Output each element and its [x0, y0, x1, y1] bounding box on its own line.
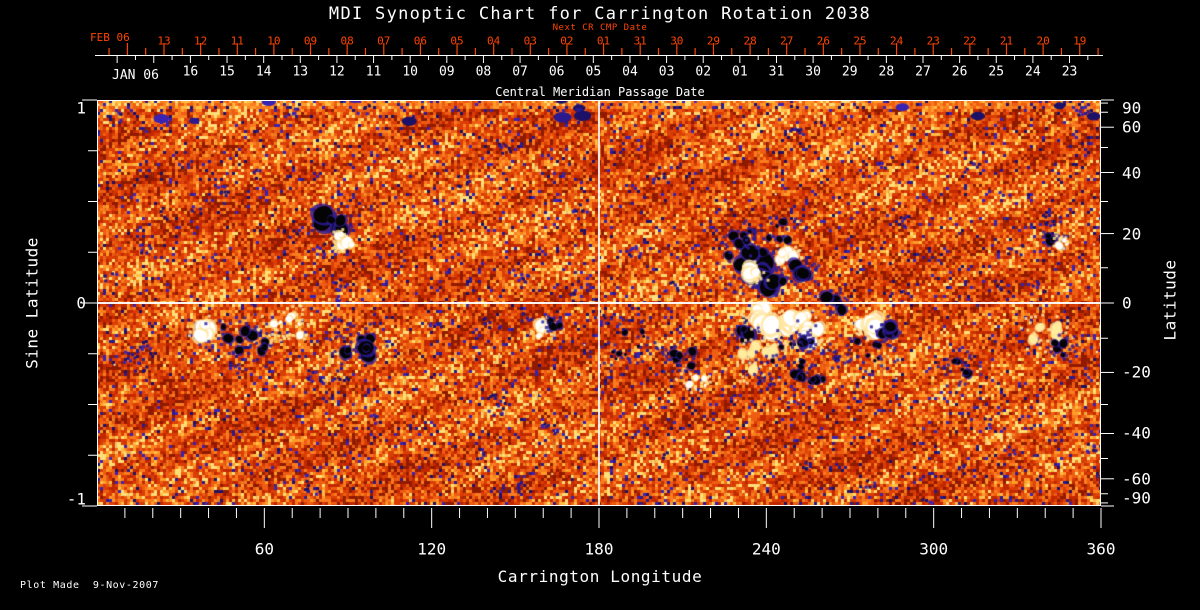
cmp-date-label: 30 [805, 64, 821, 80]
cmp-date-label: 11 [365, 64, 382, 80]
next-cr-date-label: 24 [889, 34, 904, 48]
next-cr-date-label: 28 [743, 34, 757, 48]
next-cr-date-label: 11 [230, 34, 244, 48]
next-cr-cmp-date-caption: Next CR CMP Date [552, 23, 648, 33]
next-cr-date-label: 26 [816, 34, 830, 48]
next-cr-date-label: 04 [487, 34, 501, 48]
next-cr-date-label: 23 [926, 34, 940, 48]
cmp-date-label: 13 [292, 64, 309, 80]
cmp-date-label: 25 [988, 64, 1005, 80]
next-cr-date-label: 05 [450, 34, 464, 48]
next-cr-date-label: 03 [523, 34, 537, 48]
latitude-axis-title: Latitude [1160, 259, 1180, 341]
bottom-axis-ticks [124, 508, 1102, 528]
cmp-date-label: 12 [329, 64, 345, 80]
next-cr-month-label: FEB 06 [90, 31, 130, 44]
cmp-date-label: 03 [658, 64, 675, 80]
central-meridian-passage-caption: Central Meridian Passage Date [495, 85, 705, 99]
longitude-tick-label: 120 [417, 539, 447, 559]
latitude-tick-label: 0 [1122, 293, 1132, 313]
cmp-date-label: 29 [841, 64, 858, 80]
cmp-month-label: JAN 06 [112, 68, 159, 83]
next-cr-date-label: 12 [194, 34, 208, 48]
longitude-tick-label: 180 [584, 539, 614, 559]
cmp-date-label: 31 [768, 64, 785, 80]
longitude-tick-label: 300 [919, 539, 949, 559]
plot-made-label: Plot Made 9-Nov-2007 [20, 580, 160, 591]
right-axis-ticks [1101, 99, 1114, 507]
latitude-tick-label: 60 [1122, 117, 1142, 137]
cmp-date-label: 15 [219, 64, 235, 80]
cmp-date-label: 06 [548, 64, 565, 80]
latitude-tick-label: -60 [1122, 469, 1151, 489]
next-cr-date-label: 09 [303, 34, 318, 48]
top-axis-cmp-ticks [95, 55, 1103, 63]
next-cr-date-label: 20 [1036, 34, 1050, 48]
cmp-date-label: 14 [255, 64, 272, 80]
longitude-tick-label: 240 [751, 539, 781, 559]
next-cr-date-label: 30 [670, 34, 684, 48]
latitude-tick-label: 20 [1122, 224, 1142, 244]
cmp-date-label: 09 [438, 64, 455, 80]
next-cr-date-label: 19 [1073, 34, 1087, 48]
next-cr-date-label: 29 [706, 34, 721, 48]
next-cr-date-label: 02 [560, 34, 574, 48]
meridian-180-reference-line [598, 101, 600, 505]
latitude-tick-label: -20 [1122, 362, 1151, 382]
cmp-date-label: 05 [585, 64, 602, 80]
cmp-date-label: 26 [951, 64, 968, 80]
latitude-tick-label: 40 [1122, 163, 1142, 182]
next-cr-date-label: 10 [267, 34, 281, 48]
sine-latitude-tick-label: 0 [76, 293, 86, 313]
cmp-date-label: 07 [512, 64, 528, 80]
longitude-tick-label: 360 [1086, 539, 1116, 559]
next-cr-date-label: 25 [853, 34, 867, 48]
cmp-date-label: 02 [695, 64, 712, 80]
next-cr-date-label: 31 [633, 34, 647, 48]
next-cr-date-label: 22 [963, 34, 977, 48]
cmp-date-label: 16 [182, 64, 199, 80]
cmp-date-label: 01 [732, 64, 748, 80]
left-axis-ticks [82, 99, 97, 507]
latitude-tick-label: 90 [1122, 98, 1142, 118]
next-cr-date-label: 06 [413, 34, 428, 48]
sine-latitude-tick-label: -1 [66, 489, 86, 509]
latitude-tick-label: -40 [1122, 423, 1151, 443]
sine-latitude-tick-label: 1 [76, 98, 86, 118]
chart-title: MDI Synoptic Chart for Carrington Rotati… [328, 4, 872, 24]
cmp-date-label: 28 [878, 64, 895, 80]
next-cr-date-label: 21 [999, 34, 1014, 48]
cmp-date-label: 23 [1061, 64, 1078, 80]
next-cr-date-label: 01 [596, 34, 611, 48]
cmp-date-label: 27 [915, 64, 931, 80]
longitude-tick-label: 60 [254, 539, 274, 559]
cmp-date-label: 24 [1025, 64, 1041, 80]
top-axis-next-cr-ticks [108, 43, 1099, 55]
sine-latitude-axis-title: Sine Latitude [22, 237, 42, 369]
next-cr-date-label: 13 [157, 34, 171, 48]
cmp-date-label: 04 [622, 64, 638, 80]
carrington-longitude-axis-title: Carrington Longitude [497, 567, 703, 586]
cmp-date-label: 10 [402, 64, 418, 80]
latitude-tick-label: -90 [1122, 488, 1151, 508]
next-cr-date-label: 27 [780, 34, 794, 48]
next-cr-date-label: 08 [340, 34, 354, 48]
cmp-date-label: 08 [475, 64, 492, 80]
next-cr-date-label: 07 [377, 34, 391, 48]
